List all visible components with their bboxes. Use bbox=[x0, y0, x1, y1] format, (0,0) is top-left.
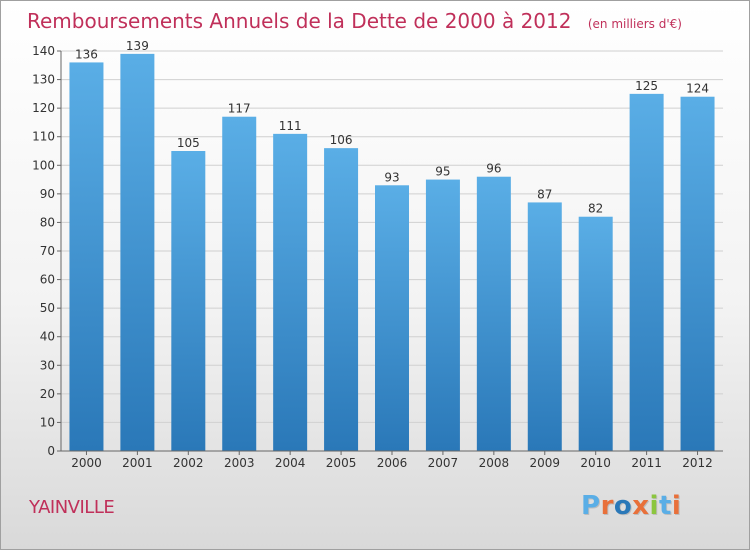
bar-2012 bbox=[680, 96, 715, 451]
proxiti-logo: Proxiti bbox=[581, 491, 682, 521]
x-tick-label: 2012 bbox=[682, 456, 713, 470]
bar-value-label: 82 bbox=[588, 202, 603, 216]
bar-2010 bbox=[578, 216, 613, 451]
x-tick-label: 2010 bbox=[580, 456, 611, 470]
x-tick-label: 2011 bbox=[631, 456, 662, 470]
x-tick-label: 2000 bbox=[71, 456, 102, 470]
bar-2002 bbox=[171, 151, 206, 451]
x-tick-label: 2006 bbox=[377, 456, 408, 470]
y-tick-label: 50 bbox=[40, 301, 55, 315]
bar-value-label: 111 bbox=[279, 119, 302, 133]
y-tick-label: 90 bbox=[40, 187, 55, 201]
bar-2007 bbox=[425, 179, 460, 452]
y-tick-label: 120 bbox=[32, 101, 55, 115]
bar-value-label: 93 bbox=[384, 170, 399, 184]
chart-unit-label: (en milliers d'€) bbox=[587, 17, 682, 31]
bar-2005 bbox=[324, 148, 359, 451]
bar-value-label: 117 bbox=[228, 102, 251, 116]
bar-2008 bbox=[476, 176, 511, 451]
x-tick-label: 2007 bbox=[428, 456, 459, 470]
y-tick-label: 60 bbox=[40, 273, 55, 287]
y-tick-label: 40 bbox=[40, 330, 55, 344]
chart-title: Remboursements Annuels de la Dette de 20… bbox=[27, 9, 682, 33]
y-tick-label: 30 bbox=[40, 358, 55, 372]
chart-title-text: Remboursements Annuels de la Dette de 20… bbox=[27, 9, 572, 33]
y-tick-label: 140 bbox=[32, 44, 55, 58]
bar-value-label: 96 bbox=[486, 162, 501, 176]
x-tick-label: 2005 bbox=[326, 456, 357, 470]
y-tick-label: 10 bbox=[40, 415, 55, 429]
y-tick-label: 0 bbox=[47, 444, 55, 458]
y-tick-label: 20 bbox=[40, 387, 55, 401]
bar-value-label: 125 bbox=[635, 79, 658, 93]
bar-2001 bbox=[120, 53, 155, 451]
bar-value-label: 124 bbox=[686, 82, 709, 96]
bar-value-label: 139 bbox=[126, 39, 149, 53]
x-tick-label: 2009 bbox=[529, 456, 560, 470]
x-tick-label: 2003 bbox=[224, 456, 255, 470]
y-tick-label: 70 bbox=[40, 244, 55, 258]
bar-2000 bbox=[69, 62, 104, 452]
bar-2011 bbox=[629, 93, 664, 451]
bar-value-label: 106 bbox=[330, 133, 353, 147]
bar-2003 bbox=[222, 116, 257, 451]
y-tick-label: 100 bbox=[32, 158, 55, 172]
x-tick-label: 2008 bbox=[479, 456, 510, 470]
bar-2004 bbox=[273, 133, 308, 451]
bar-2006 bbox=[375, 185, 409, 452]
bar-value-label: 136 bbox=[75, 47, 98, 61]
y-tick-label: 130 bbox=[32, 73, 55, 87]
bar-2009 bbox=[527, 202, 562, 451]
bar-value-label: 87 bbox=[537, 187, 552, 201]
x-tick-label: 2001 bbox=[122, 456, 153, 470]
y-tick-label: 110 bbox=[32, 130, 55, 144]
bar-value-label: 105 bbox=[177, 136, 200, 150]
x-tick-label: 2004 bbox=[275, 456, 306, 470]
bar-value-label: 95 bbox=[435, 165, 450, 179]
x-tick-label: 2002 bbox=[173, 456, 204, 470]
location-label: YAINVILLE bbox=[29, 497, 115, 518]
y-tick-label: 80 bbox=[40, 215, 55, 229]
